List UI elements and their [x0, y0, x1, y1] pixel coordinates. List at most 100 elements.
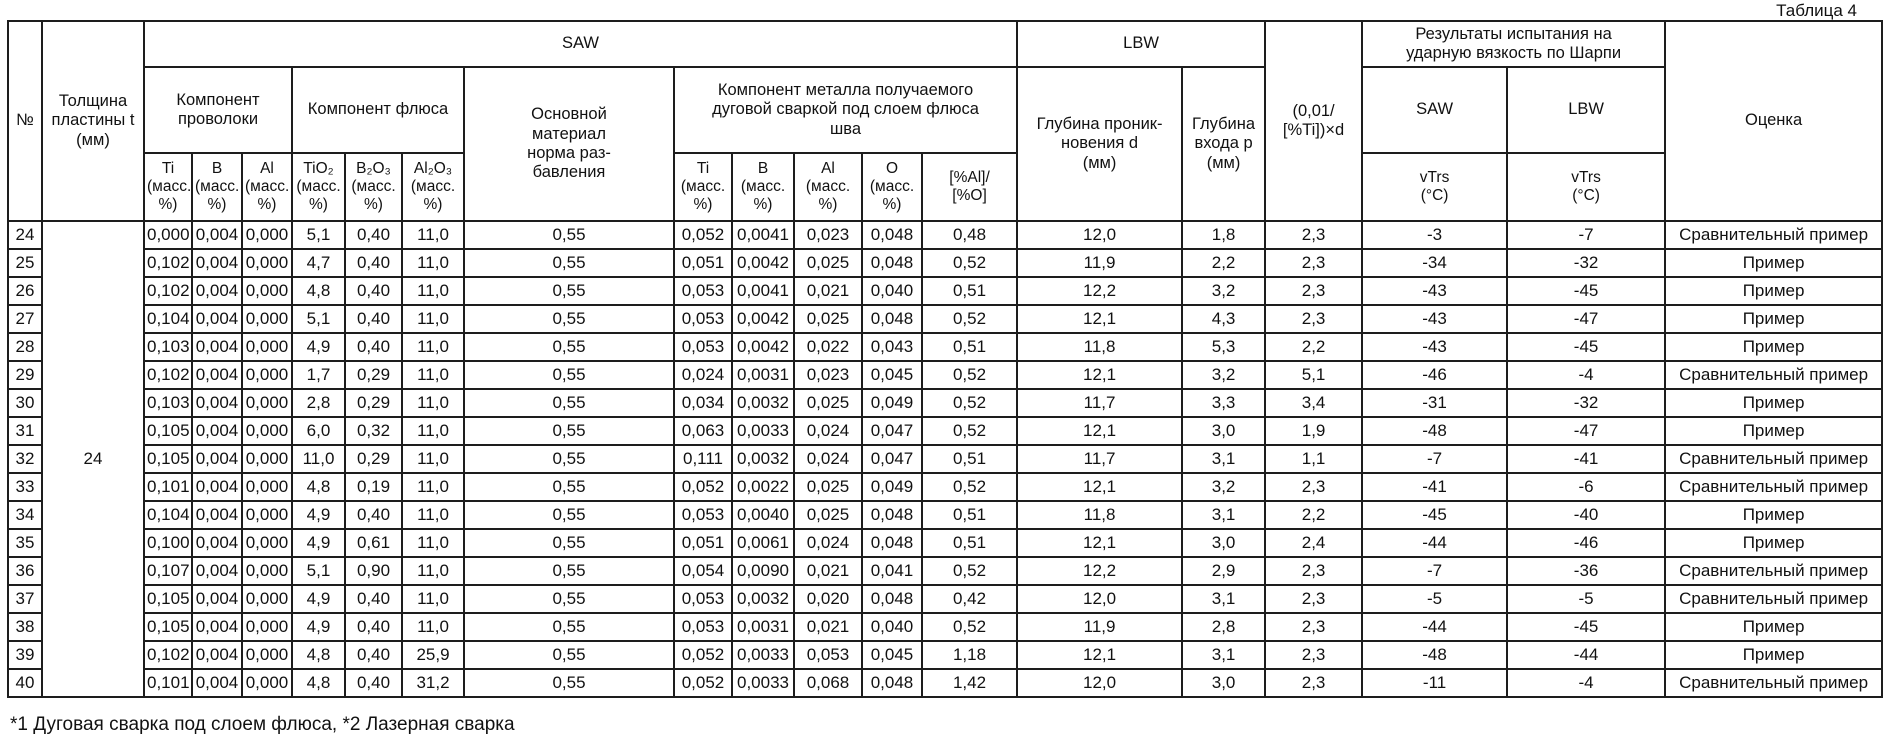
cell-dilution: 0,55	[463, 360, 675, 390]
cell-flux-tio2: 4,7	[291, 248, 346, 278]
col-header-penetration-depth: Глубина проник- новения d (мм)	[1016, 66, 1184, 222]
cell-flux-b2o3: 0,29	[344, 444, 403, 474]
cell-weld-al: 0,021	[793, 276, 863, 306]
cell-evaluation: Пример	[1664, 528, 1884, 558]
col-header-weld-ti: Ti (масс. %)	[673, 152, 733, 222]
cell-flux-tio2: 4,9	[291, 500, 346, 530]
cell-thickness-value: 24	[41, 220, 145, 698]
cell-weld-o: 0,045	[861, 640, 923, 670]
cell-dilution: 0,55	[463, 668, 675, 698]
cell-weld-ti: 0,052	[673, 220, 733, 250]
cell-wire-al: 0,000	[241, 640, 293, 670]
cell-flux-tio2: 5,1	[291, 556, 346, 586]
cell-wire-ti: 0,102	[143, 248, 193, 278]
cell-entry-p: 3,1	[1181, 444, 1267, 474]
cell-wire-ti: 0,105	[143, 416, 193, 446]
cell-ti-formula: 2,3	[1264, 220, 1364, 250]
cell-al-o-ratio: 0,51	[920, 332, 1019, 362]
cell-wire-b: 0,004	[191, 472, 243, 502]
cell-penetration-d: 11,9	[1016, 612, 1184, 642]
cell-weld-ti: 0,053	[673, 332, 733, 362]
col-header-wire-b: B (масс. %)	[191, 152, 243, 222]
cell-wire-b: 0,004	[191, 584, 243, 614]
cell-wire-al: 0,000	[241, 332, 293, 362]
cell-weld-ti: 0,052	[673, 640, 733, 670]
cell-penetration-d: 11,9	[1016, 248, 1184, 278]
col-header-flux-al2o3: Al₂O₃ (масс. %)	[401, 152, 465, 222]
cell-dilution: 0,55	[463, 640, 675, 670]
cell-weld-ti: 0,051	[673, 248, 733, 278]
table-row: 33 0,101 0,004 0,000 4,8 0,19 11,0 0,55 0,052 0,0…	[7, 472, 1884, 502]
cell-wire-al: 0,000	[241, 500, 293, 530]
cell-vtrs-saw: -48	[1361, 416, 1509, 446]
cell-dilution: 0,55	[463, 220, 675, 250]
cell-al-o-ratio: 0,52	[920, 304, 1019, 334]
cell-ti-formula: 2,3	[1264, 472, 1364, 502]
cell-al-o-ratio: 0,51	[920, 500, 1019, 530]
cell-flux-al2o3: 11,0	[401, 584, 465, 614]
cell-weld-al: 0,023	[793, 360, 863, 390]
cell-flux-tio2: 2,8	[291, 388, 346, 418]
cell-no: 30	[7, 388, 43, 418]
cell-evaluation: Пример	[1664, 276, 1884, 306]
cell-entry-p: 1,8	[1181, 220, 1267, 250]
cell-wire-b: 0,004	[191, 444, 243, 474]
cell-al-o-ratio: 1,18	[920, 640, 1019, 670]
cell-weld-b: 0,0041	[731, 276, 795, 306]
cell-penetration-d: 12,1	[1016, 472, 1184, 502]
col-header-flux-tio2: TiO₂ (масс. %)	[291, 152, 346, 222]
cell-entry-p: 3,1	[1181, 640, 1267, 670]
cell-weld-ti: 0,053	[673, 500, 733, 530]
cell-ti-formula: 2,2	[1264, 500, 1364, 530]
cell-flux-tio2: 4,9	[291, 584, 346, 614]
cell-flux-al2o3: 11,0	[401, 220, 465, 250]
cell-vtrs-lbw: -44	[1506, 640, 1667, 670]
cell-no: 28	[7, 332, 43, 362]
cell-flux-al2o3: 11,0	[401, 388, 465, 418]
cell-vtrs-saw: -43	[1361, 276, 1509, 306]
cell-wire-ti: 0,000	[143, 220, 193, 250]
cell-no: 25	[7, 248, 43, 278]
cell-weld-o: 0,048	[861, 220, 923, 250]
cell-weld-al: 0,020	[793, 584, 863, 614]
cell-flux-al2o3: 11,0	[401, 276, 465, 306]
cell-flux-tio2: 4,9	[291, 332, 346, 362]
cell-ti-formula: 2,2	[1264, 332, 1364, 362]
cell-ti-formula: 1,1	[1264, 444, 1364, 474]
cell-flux-b2o3: 0,40	[344, 276, 403, 306]
cell-vtrs-lbw: -32	[1506, 248, 1667, 278]
cell-weld-b: 0,0040	[731, 500, 795, 530]
cell-ti-formula: 2,3	[1264, 612, 1364, 642]
cell-flux-tio2: 4,9	[291, 528, 346, 558]
cell-weld-o: 0,048	[861, 500, 923, 530]
col-header-al-o-ratio: [%Al]/ [%O]	[920, 152, 1019, 222]
cell-vtrs-lbw: -46	[1506, 528, 1667, 558]
cell-evaluation: Сравнительный пример	[1664, 472, 1884, 502]
table-row: 36 0,107 0,004 0,000 5,1 0,90 11,0 0,55 0,054 0,0…	[7, 556, 1884, 586]
cell-weld-o: 0,049	[861, 388, 923, 418]
cell-weld-o: 0,048	[861, 584, 923, 614]
group-header-saw: SAW	[142, 20, 1019, 68]
table-row: 30 0,103 0,004 0,000 2,8 0,29 11,0 0,55 0,034 0,0…	[7, 388, 1884, 418]
cell-flux-tio2: 5,1	[291, 220, 346, 250]
cell-no: 36	[7, 556, 43, 586]
cell-flux-b2o3: 0,40	[344, 248, 403, 278]
cell-weld-o: 0,048	[861, 248, 923, 278]
cell-al-o-ratio: 0,48	[920, 220, 1019, 250]
cell-flux-b2o3: 0,40	[344, 332, 403, 362]
cell-wire-al: 0,000	[241, 416, 293, 446]
cell-wire-al: 0,000	[241, 528, 293, 558]
cell-al-o-ratio: 1,42	[920, 668, 1019, 698]
group-header-wire-component: Компонент проволоки	[143, 66, 293, 154]
cell-flux-al2o3: 31,2	[401, 668, 465, 698]
cell-al-o-ratio: 0,52	[920, 388, 1019, 418]
cell-vtrs-lbw: -41	[1506, 444, 1667, 474]
cell-dilution: 0,55	[463, 416, 675, 446]
cell-vtrs-lbw: -4	[1506, 668, 1667, 698]
col-header-weld-o: O (масс. %)	[861, 152, 923, 222]
cell-dilution: 0,55	[463, 528, 675, 558]
cell-wire-b: 0,004	[191, 556, 243, 586]
cell-flux-al2o3: 11,0	[401, 444, 465, 474]
cell-al-o-ratio: 0,52	[920, 416, 1019, 446]
cell-wire-b: 0,004	[191, 416, 243, 446]
